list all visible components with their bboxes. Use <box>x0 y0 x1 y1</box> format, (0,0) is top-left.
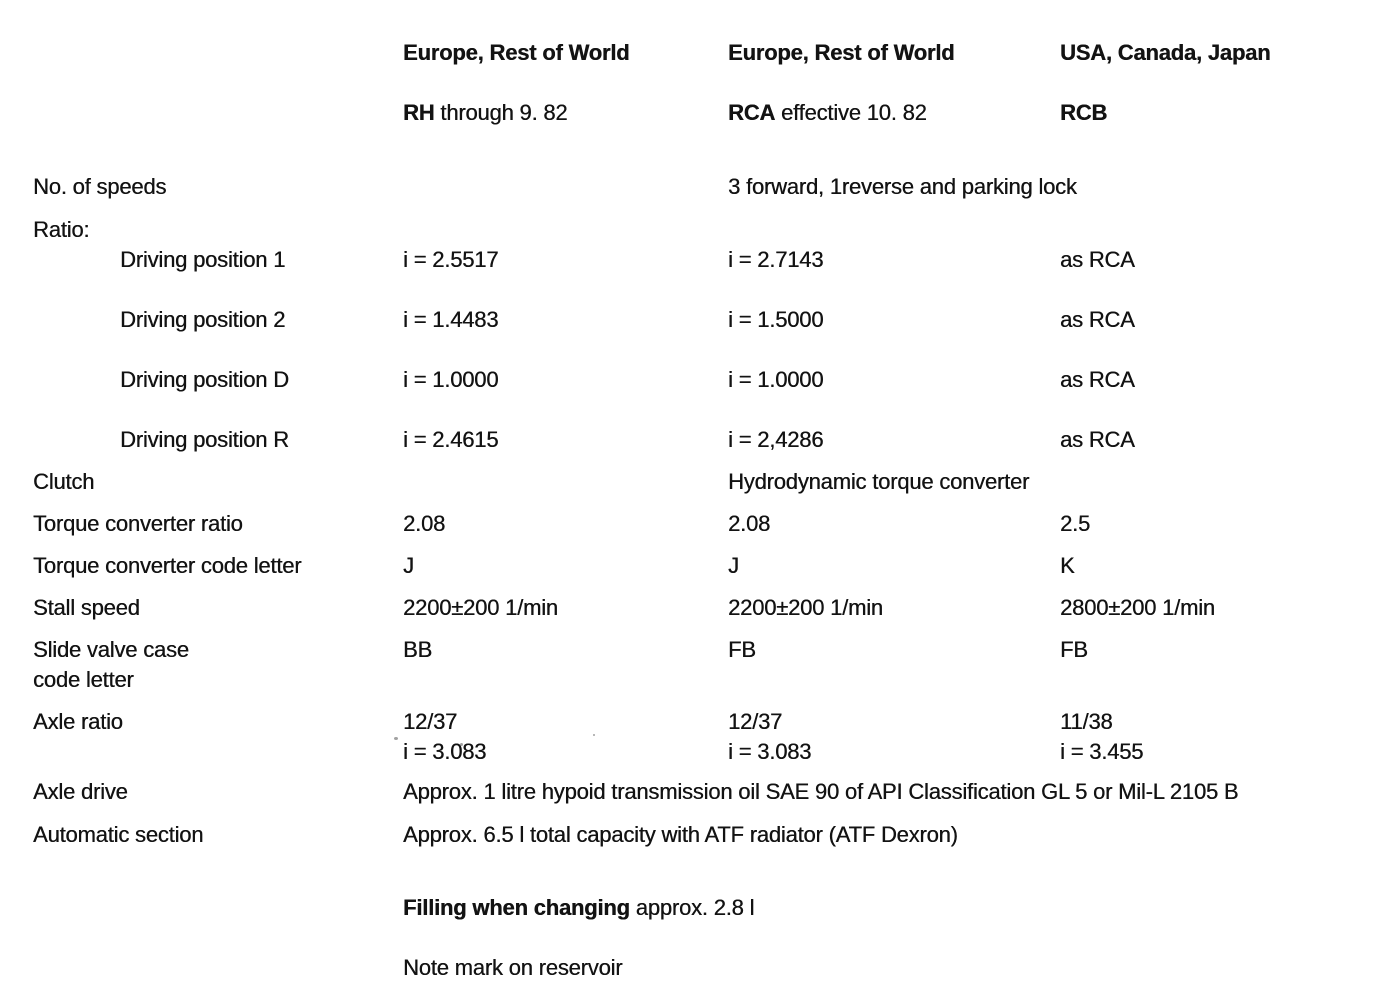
clutch-value: Hydrodynamic torque converter <box>728 469 1030 494</box>
torque-code-rcb: K <box>1060 553 1075 578</box>
ratio-values-rcb: as RCA as RCA as RCA as RCA <box>1060 247 1135 452</box>
torque-code-rh: J <box>403 553 414 578</box>
speeds-value: 3 forward, 1reverse and parking lock <box>728 174 1077 199</box>
stall-rca: 2200±200 1/min <box>728 595 883 620</box>
spec-row-axle-drive: Axle drive Approx. 1 litre hypoid transm… <box>33 777 1376 807</box>
scan-artifact-dot <box>394 737 398 740</box>
scan-artifact-dot <box>460 743 463 746</box>
spec-row-automatic-section: Automatic section Approx. 6.5 l total ca… <box>33 820 1376 850</box>
axle-drive-value: Approx. 1 litre hypoid transmission oil … <box>403 779 1239 804</box>
reservoir-note: Note mark on reservoir <box>403 955 623 980</box>
stall-rcb: 2800±200 1/min <box>1060 595 1215 620</box>
row-label: Axle ratio <box>33 709 123 734</box>
header-region-rcb: USA, Canada, Japan <box>1060 40 1271 65</box>
row-label: Clutch <box>33 469 95 494</box>
header-column-rcb: USA, Canada, Japan RCB <box>1060 8 1376 158</box>
ratio-positions: Driving position 1 Driving position 2 Dr… <box>120 247 289 452</box>
spec-row-clutch: Clutch Hydrodynamic torque converter <box>33 467 1376 497</box>
row-label: Torque converter code letter <box>33 553 302 578</box>
header-column-rh: Europe, Rest of World RH through 9. 82 <box>403 8 728 158</box>
row-label: Axle drive <box>33 779 128 804</box>
row-label: Ratio: Driving position 1 Driving positi… <box>33 215 403 455</box>
spec-row-filling: Filling when changing approx. 2.8 l Note… <box>33 863 1376 983</box>
spec-row-axle-ratio: Axle ratio 12/37 i = 3.083 12/37 i = 3.0… <box>33 707 1376 767</box>
filling-rest: approx. 2.8 l <box>629 895 755 920</box>
row-label: Stall speed <box>33 595 140 620</box>
header-variant-rca: RCA effective 10. 82 <box>728 100 927 125</box>
slide-valve-rca: FB <box>728 637 756 662</box>
scan-artifact-dot <box>593 734 595 736</box>
axle-ratio-rh: 12/37 i = 3.083 <box>403 709 487 764</box>
header-variant-rh: RH through 9. 82 <box>403 100 568 125</box>
stall-rh: 2200±200 1/min <box>403 595 558 620</box>
row-label: Slide valve case code letter <box>33 637 189 692</box>
row-label: Torque converter ratio <box>33 511 243 536</box>
spec-row-ratio: Ratio: Driving position 1 Driving positi… <box>33 215 1376 455</box>
torque-ratio-rcb: 2.5 <box>1060 511 1090 536</box>
ratio-word: Ratio: <box>33 217 90 242</box>
spec-row-slide-valve: Slide valve case code letter BB FB FB <box>33 635 1376 695</box>
slide-valve-rcb: FB <box>1060 637 1088 662</box>
filling-note: Filling when changing approx. 2.8 l Note… <box>403 863 1376 983</box>
axle-ratio-rcb: 11/38 i = 3.455 <box>1060 709 1144 764</box>
row-label: No. of speeds <box>33 174 167 199</box>
spec-row-stall-speed: Stall speed 2200±200 1/min 2200±200 1/mi… <box>33 593 1376 623</box>
torque-code-rca: J <box>728 553 739 578</box>
header-variant-rcb: RCB <box>1060 100 1108 125</box>
scanned-spec-page: Europe, Rest of World RH through 9. 82 E… <box>33 8 1376 980</box>
filling-bold: Filling when changing <box>403 895 630 920</box>
header-region-rh: Europe, Rest of World <box>403 40 630 65</box>
spec-row-speeds: No. of speeds 3 forward, 1reverse and pa… <box>33 172 1376 202</box>
slide-valve-rh: BB <box>403 637 432 662</box>
row-label: Automatic section <box>33 822 204 847</box>
spec-header-row: Europe, Rest of World RH through 9. 82 E… <box>33 8 1376 158</box>
spec-row-torque-ratio: Torque converter ratio 2.08 2.08 2.5 <box>33 509 1376 539</box>
automatic-section-value: Approx. 6.5 l total capacity with ATF ra… <box>403 822 958 847</box>
axle-ratio-rca: 12/37 i = 3.083 <box>728 709 812 764</box>
ratio-values-rca: i = 2.7143 i = 1.5000 i = 1.0000 i = 2,4… <box>728 247 824 452</box>
header-column-rca: Europe, Rest of World RCA effective 10. … <box>728 8 1060 158</box>
header-region-rca: Europe, Rest of World <box>728 40 955 65</box>
ratio-values-rh: i = 2.5517 i = 1.4483 i = 1.0000 i = 2.4… <box>403 247 499 452</box>
spec-row-torque-code: Torque converter code letter J J K <box>33 551 1376 581</box>
torque-ratio-rca: 2.08 <box>728 511 771 536</box>
torque-ratio-rh: 2.08 <box>403 511 446 536</box>
